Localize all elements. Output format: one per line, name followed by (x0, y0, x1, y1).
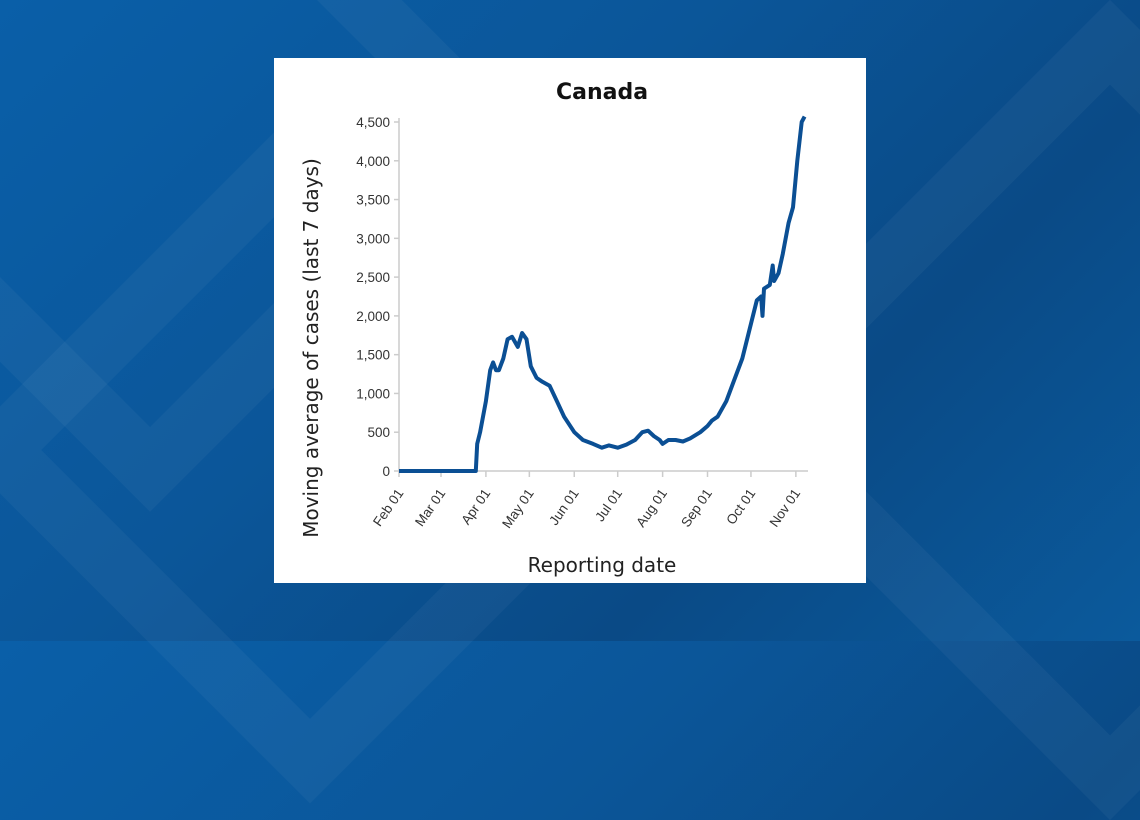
chart-title: Canada (556, 80, 648, 105)
x-tick-label: Aug 01 (633, 486, 670, 530)
x-axis-label: Reporting date (528, 553, 677, 577)
chart-card: Canada Moving average of cases (last 7 d… (274, 58, 866, 583)
x-tick-label: Oct 01 (723, 486, 758, 527)
line-chart: Canada Moving average of cases (last 7 d… (274, 58, 866, 583)
axes: 0 500 1,000 1,500 2,000 2,500 3,000 3,500 4,000 4… (356, 115, 808, 531)
series (399, 117, 805, 471)
x-tick-label: Jul 01 (592, 486, 625, 524)
x-tick-label: Jun 01 (546, 486, 582, 528)
y-tick-label: 500 (367, 425, 390, 440)
y-tick-label: 3,500 (356, 193, 390, 208)
y-tick-label: 1,000 (356, 386, 390, 401)
x-tick-label: Apr 01 (458, 486, 493, 527)
x-tick-label: Sep 01 (678, 486, 715, 530)
y-tick-label: 2,500 (356, 270, 390, 285)
y-tick-label: 3,000 (356, 231, 390, 246)
y-tick-label: 1,500 (356, 348, 390, 363)
y-axis-label: Moving average of cases (last 7 days) (299, 158, 323, 538)
y-tick-label: 2,000 (356, 309, 390, 324)
series-line-canada (399, 117, 805, 471)
x-tick-label: May 01 (499, 486, 537, 531)
y-tick-label: 0 (382, 464, 390, 479)
y-tick-label: 4,500 (356, 115, 390, 130)
y-tick-label: 4,000 (356, 154, 390, 169)
x-tick-label: Feb 01 (370, 486, 406, 529)
x-tick-label: Nov 01 (766, 486, 803, 530)
x-tick-label: Mar 01 (412, 486, 448, 529)
